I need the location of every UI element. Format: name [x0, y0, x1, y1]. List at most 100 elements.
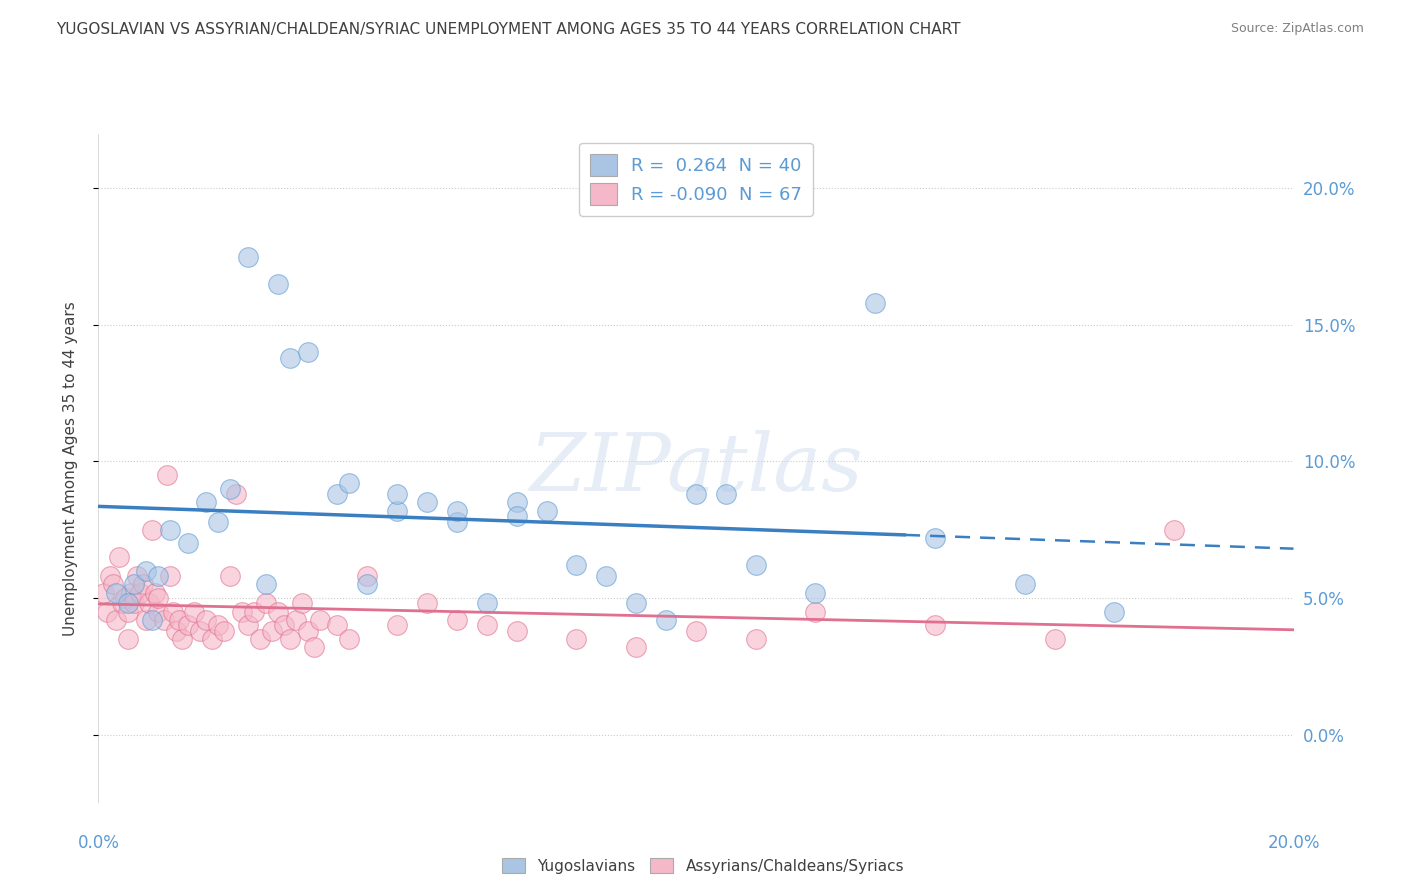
- Point: [105, 613, 128, 627]
- Point: [254, 597, 277, 611]
- Point: [1163, 523, 1185, 537]
- Point: [236, 618, 259, 632]
- Point: [127, 569, 149, 583]
- Point: [260, 624, 283, 638]
- Point: [141, 613, 163, 627]
- Point: [804, 585, 827, 599]
- Point: [1043, 632, 1066, 646]
- Legend: Yugoslavians, Assyrians/Chaldeans/Syriacs: Yugoslavians, Assyrians/Chaldeans/Syriac…: [496, 852, 910, 880]
- Point: [273, 618, 295, 632]
- Point: [804, 605, 827, 619]
- Point: [188, 624, 211, 638]
- Point: [129, 585, 152, 599]
- Point: [167, 613, 190, 627]
- Text: Source: ZipAtlas.com: Source: ZipAtlas.com: [1230, 22, 1364, 36]
- Point: [416, 597, 439, 611]
- Point: [254, 577, 277, 591]
- Point: [156, 468, 179, 483]
- Point: [105, 585, 128, 599]
- Point: [356, 569, 378, 583]
- Point: [1014, 577, 1036, 591]
- Point: [148, 569, 170, 583]
- Point: [302, 640, 325, 655]
- Point: [385, 503, 409, 517]
- Point: [159, 523, 181, 537]
- Point: [219, 569, 242, 583]
- Text: 20.0%: 20.0%: [1267, 834, 1320, 852]
- Point: [195, 495, 218, 509]
- Point: [297, 624, 319, 638]
- Point: [201, 632, 224, 646]
- Point: [506, 509, 529, 524]
- Point: [93, 585, 115, 599]
- Point: [565, 558, 588, 573]
- Point: [195, 613, 218, 627]
- Point: [326, 618, 349, 632]
- Point: [308, 613, 330, 627]
- Point: [278, 632, 301, 646]
- Point: [165, 624, 187, 638]
- Point: [108, 549, 131, 564]
- Point: [1102, 605, 1125, 619]
- Point: [219, 482, 242, 496]
- Text: 0.0%: 0.0%: [77, 834, 120, 852]
- Point: [114, 591, 136, 605]
- Point: [143, 585, 166, 599]
- Point: [141, 523, 163, 537]
- Point: [924, 618, 946, 632]
- Point: [153, 613, 176, 627]
- Point: [655, 613, 678, 627]
- Point: [356, 577, 378, 591]
- Point: [297, 345, 319, 359]
- Point: [385, 618, 409, 632]
- Point: [745, 632, 768, 646]
- Point: [212, 624, 235, 638]
- Point: [124, 597, 146, 611]
- Point: [172, 632, 194, 646]
- Point: [326, 487, 349, 501]
- Point: [595, 569, 617, 583]
- Point: [924, 531, 946, 545]
- Point: [236, 250, 259, 264]
- Point: [96, 605, 118, 619]
- Point: [290, 597, 312, 611]
- Point: [278, 351, 301, 365]
- Text: ZIPatlas: ZIPatlas: [529, 430, 863, 507]
- Point: [117, 597, 139, 611]
- Point: [565, 632, 588, 646]
- Point: [267, 277, 290, 291]
- Point: [120, 585, 142, 599]
- Point: [536, 503, 558, 517]
- Point: [135, 613, 157, 627]
- Point: [207, 515, 229, 529]
- Point: [177, 618, 200, 632]
- Point: [124, 577, 146, 591]
- Point: [183, 605, 205, 619]
- Point: [506, 624, 529, 638]
- Point: [132, 577, 155, 591]
- Point: [446, 515, 468, 529]
- Point: [385, 487, 409, 501]
- Point: [159, 569, 181, 583]
- Point: [162, 605, 184, 619]
- Point: [148, 605, 170, 619]
- Point: [506, 495, 529, 509]
- Text: YUGOSLAVIAN VS ASSYRIAN/CHALDEAN/SYRIAC UNEMPLOYMENT AMONG AGES 35 TO 44 YEARS C: YUGOSLAVIAN VS ASSYRIAN/CHALDEAN/SYRIAC …: [56, 22, 960, 37]
- Point: [863, 296, 887, 310]
- Y-axis label: Unemployment Among Ages 35 to 44 years: Unemployment Among Ages 35 to 44 years: [63, 301, 77, 636]
- Point: [685, 487, 707, 501]
- Point: [100, 569, 122, 583]
- Point: [626, 640, 648, 655]
- Point: [117, 632, 139, 646]
- Point: [111, 597, 134, 611]
- Point: [475, 597, 498, 611]
- Point: [714, 487, 737, 501]
- Point: [475, 618, 498, 632]
- Point: [148, 591, 170, 605]
- Point: [177, 536, 200, 550]
- Point: [745, 558, 768, 573]
- Legend: R =  0.264  N = 40, R = -0.090  N = 67: R = 0.264 N = 40, R = -0.090 N = 67: [579, 143, 813, 216]
- Point: [231, 605, 253, 619]
- Point: [446, 613, 468, 627]
- Point: [249, 632, 271, 646]
